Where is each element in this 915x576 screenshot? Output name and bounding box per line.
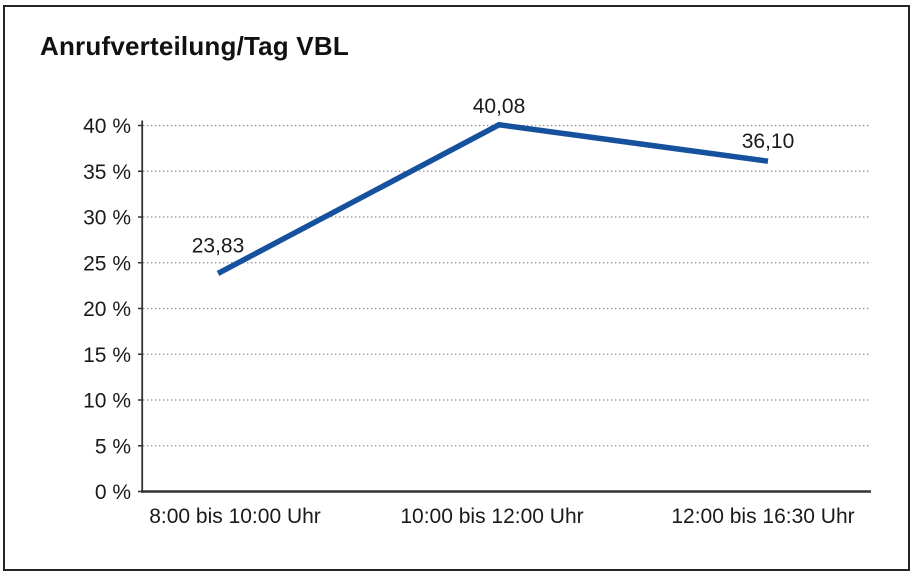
- chart-title: Anrufverteilung/Tag VBL: [40, 31, 349, 61]
- y-tick-label: 5 %: [95, 435, 131, 458]
- y-tick-label: 25 %: [83, 252, 131, 275]
- y-tick-label: 0 %: [95, 481, 131, 504]
- y-tick-label: 20 %: [83, 298, 131, 321]
- y-tick-label: 35 %: [83, 161, 131, 184]
- y-tick-label: 15 %: [83, 344, 131, 367]
- y-tick-label: 30 %: [83, 207, 131, 230]
- data-point-label: 23,83: [192, 234, 245, 257]
- data-line: [216, 121, 769, 276]
- x-category-label: 8:00 bis 10:00 Uhr: [149, 505, 321, 528]
- x-category-label: 10:00 bis 12:00 Uhr: [400, 505, 583, 528]
- data-point-label: 40,08: [473, 95, 526, 118]
- y-tick-label: 10 %: [83, 390, 131, 413]
- y-tick-label: 40 %: [83, 115, 131, 138]
- data-point-label: 36,10: [742, 130, 795, 153]
- x-category-label: 12:00 bis 16:30 Uhr: [671, 505, 854, 528]
